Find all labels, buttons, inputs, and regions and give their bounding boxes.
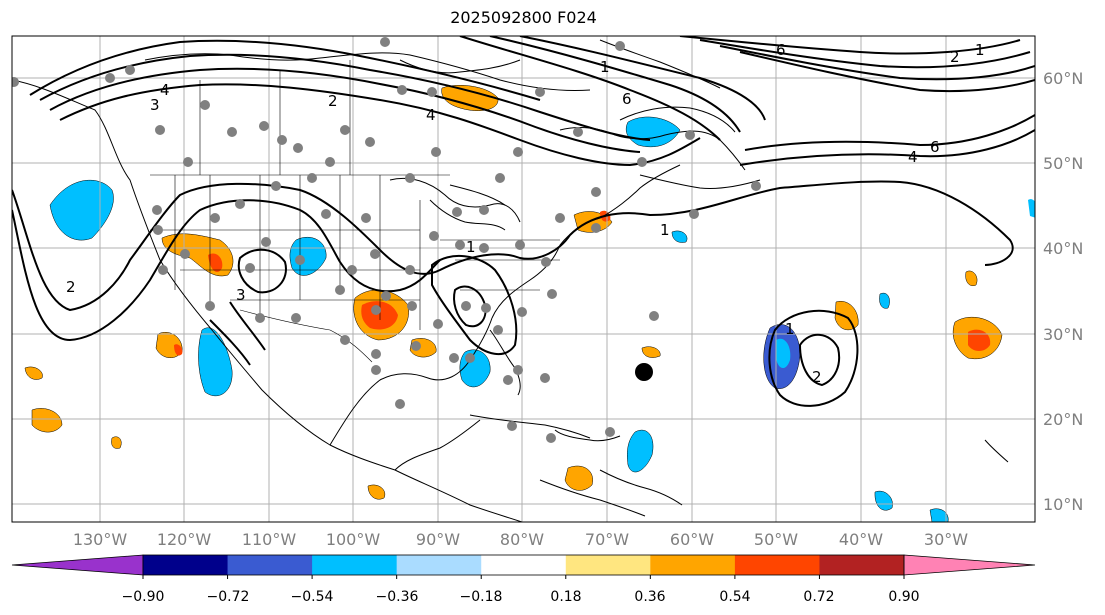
- storm-center-marker: [635, 363, 653, 381]
- colorbar-bin: [312, 555, 398, 575]
- colorbar-bin: [819, 555, 905, 575]
- colorbar-bin: [650, 555, 736, 575]
- contour-label: 4: [160, 81, 170, 99]
- colorbar: [11, 554, 1036, 579]
- colorbar-over-triangle: [903, 554, 1036, 576]
- lon-label: 130°W: [73, 530, 128, 549]
- colorbar-bin: [227, 555, 313, 575]
- colorbar-tick-label: −0.72: [207, 589, 250, 605]
- contour-label: 2: [66, 278, 76, 296]
- contour-label: 1: [600, 58, 610, 76]
- lat-label: 40°N: [1043, 239, 1083, 258]
- lon-label: 60°W: [670, 530, 714, 549]
- contour-label: 6: [622, 90, 632, 108]
- contour-label: 3: [150, 96, 160, 114]
- contour-label: 4: [426, 106, 436, 124]
- contour-label: 2: [950, 48, 960, 66]
- colorbar-tick-label: −0.90: [122, 589, 165, 605]
- lon-label: 50°W: [754, 530, 798, 549]
- lon-label: 40°W: [839, 530, 883, 549]
- colorbar-tick-label: 0.90: [888, 589, 919, 605]
- lat-label: 20°N: [1043, 410, 1083, 429]
- lon-label: 80°W: [500, 530, 544, 549]
- contour-label: 2: [328, 92, 338, 110]
- lon-label: 70°W: [585, 530, 629, 549]
- contour-label-group: 3 4 2 2 4 1 1 4 6 2 1 1 6 1 2 3 6: [66, 41, 985, 386]
- lat-label: 50°N: [1043, 154, 1083, 173]
- station-dots: [12, 37, 761, 443]
- longitude-labels: 130°W 120°W 110°W 100°W 90°W 80°W 70°W 6…: [73, 530, 968, 549]
- map-title: 2025092800 F024: [450, 8, 597, 27]
- colorbar-outline: [142, 554, 905, 576]
- colorbar-under-triangle: [11, 554, 144, 576]
- colorbar-tick-label: 0.54: [719, 589, 750, 605]
- contour-label: 3: [236, 286, 246, 304]
- contour-label: 1: [975, 41, 985, 59]
- colorbar-tick-label: 0.18: [550, 589, 581, 605]
- contour-lines: [12, 36, 1035, 407]
- lat-label: 60°N: [1043, 69, 1083, 88]
- map-frame: [11, 35, 1036, 523]
- contour-label: 6: [776, 41, 786, 59]
- lat-label: 10°N: [1043, 495, 1083, 514]
- graticule: [12, 36, 1035, 522]
- lon-label: 120°W: [157, 530, 212, 549]
- contour-label: 1: [466, 238, 476, 256]
- lon-label: 100°W: [326, 530, 381, 549]
- colorbar-tick-label: −0.36: [376, 589, 419, 605]
- colorbar-bin: [143, 555, 229, 575]
- colorbar-tick-label: −0.18: [460, 589, 503, 605]
- colorbar-bin: [481, 555, 567, 575]
- colorbar-tick-labels: −0.90 −0.72 −0.54 −0.36 −0.18 0.18 0.36 …: [122, 589, 920, 605]
- contour-label: 1: [785, 320, 795, 338]
- colorbar-tick-label: 0.36: [634, 589, 665, 605]
- contour-label: 4: [908, 148, 918, 166]
- lat-label: 30°N: [1043, 325, 1083, 344]
- colorbar-bin: [734, 555, 820, 575]
- colorbar-tick-label: −0.54: [291, 589, 334, 605]
- lon-label: 30°W: [924, 530, 968, 549]
- latitude-labels: 10°N 20°N 30°N 40°N 50°N 60°N: [1043, 69, 1083, 514]
- contour-label: 1: [660, 221, 670, 239]
- lon-label: 110°W: [242, 530, 297, 549]
- colorbar-tick-label: 0.72: [803, 589, 834, 605]
- contour-label: 6: [930, 138, 940, 156]
- colorbar-bin: [565, 555, 651, 575]
- lon-label: 90°W: [416, 530, 460, 549]
- map-area: [12, 36, 1035, 522]
- contour-label: 2: [812, 368, 822, 386]
- colorbar-bin: [396, 555, 482, 575]
